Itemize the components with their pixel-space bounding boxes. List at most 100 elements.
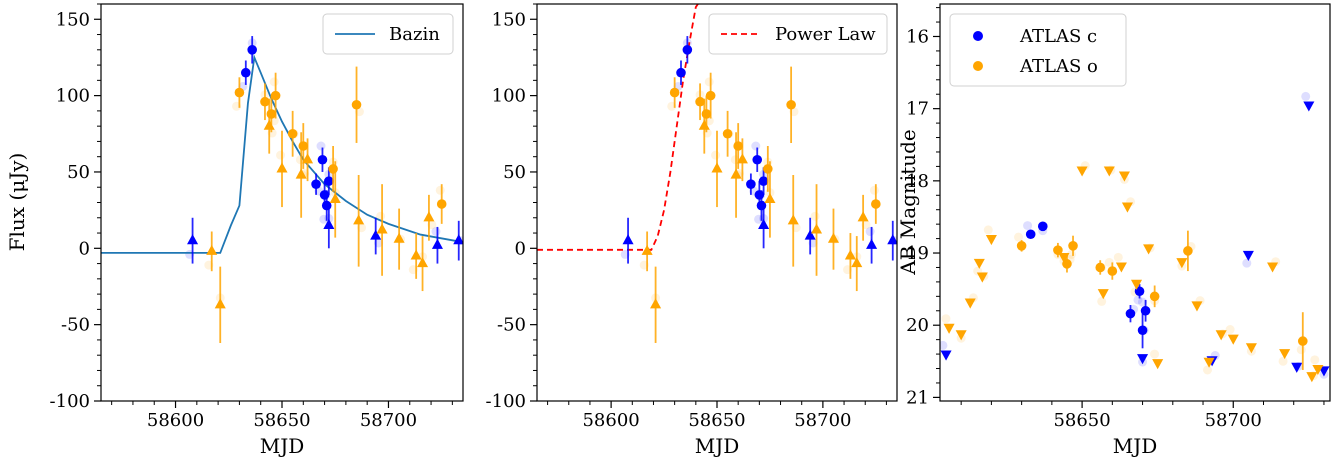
point-atlas-o-upper-limits — [1312, 364, 1324, 376]
point-atlas-c-upper-limits — [622, 234, 634, 245]
point-atlas-c — [1134, 286, 1145, 297]
x-tick-label: 58700 — [794, 410, 851, 431]
point-atlas-o-upper-limits — [1103, 166, 1115, 177]
point-atlas-c — [311, 179, 321, 189]
point-atlas-o — [722, 128, 733, 139]
point-atlas-c-upper-limits — [887, 234, 897, 245]
point-atlas-o — [351, 99, 362, 110]
y-tick-label: 19 — [906, 243, 929, 264]
point-atlas-o-upper-limits — [955, 330, 967, 341]
point-atlas-o-upper-limits — [736, 153, 748, 164]
point-atlas-c-upper-limits — [431, 238, 443, 249]
point-atlas-o-upper-limits — [976, 272, 988, 283]
point-atlas-c — [1140, 305, 1151, 316]
y-tick-label: 50 — [67, 162, 90, 183]
point-atlas-o — [669, 87, 680, 98]
point-atlas-o-upper-limits — [985, 235, 997, 246]
point-atlas-o-upper-limits — [417, 257, 429, 268]
point-atlas-c — [682, 45, 693, 55]
point-atlas-o-upper-limits — [1058, 253, 1070, 264]
legend: Bazin — [322, 13, 454, 55]
legend-marker — [973, 31, 983, 41]
point-atlas-o-upper-limits — [650, 298, 662, 309]
legend-marker — [973, 61, 983, 71]
faint-point — [1150, 349, 1160, 359]
point-atlas-o — [1068, 241, 1078, 251]
point-atlas-o — [763, 164, 773, 174]
y-tick-label: 100 — [492, 86, 526, 107]
faint-point — [269, 77, 279, 87]
point-atlas-c — [1125, 308, 1136, 319]
x-axis-label: MJD — [1113, 434, 1158, 458]
point-atlas-o-upper-limits — [410, 249, 422, 260]
point-atlas-o — [695, 96, 705, 107]
point-atlas-o-upper-limits — [1143, 244, 1155, 255]
faint-point — [1097, 296, 1107, 306]
y-tick-label: 150 — [56, 9, 90, 30]
legend: ATLAS c ATLAS o — [949, 13, 1127, 87]
point-atlas-o-upper-limits — [1191, 301, 1203, 312]
model-curve-power-law — [537, 4, 699, 251]
faint-point — [1242, 258, 1252, 268]
point-atlas-o-upper-limits — [698, 119, 710, 130]
faint-point — [869, 185, 879, 195]
faint-point — [810, 211, 820, 221]
point-atlas-c-upper-limits — [1137, 354, 1149, 365]
legend-label: Power Law — [775, 24, 876, 45]
point-atlas-o — [234, 87, 245, 98]
faint-point — [316, 141, 326, 151]
legend-frame — [322, 13, 454, 55]
point-atlas-o-upper-limits — [787, 214, 799, 225]
point-atlas-o — [1183, 246, 1193, 256]
y-tick-label: 150 — [492, 9, 526, 30]
faint-point — [711, 150, 721, 160]
faint-point — [276, 150, 286, 160]
point-atlas-o-upper-limits — [1118, 171, 1130, 182]
faint-point — [1310, 355, 1320, 365]
point-atlas-o-upper-limits — [964, 298, 976, 309]
faint-point — [1014, 232, 1024, 242]
x-tick-label: 58600 — [582, 410, 639, 431]
point-atlas-o — [270, 90, 281, 101]
faint-point — [1278, 356, 1288, 366]
point-atlas-o — [1016, 241, 1027, 251]
point-atlas-c-upper-limits — [187, 234, 199, 245]
point-atlas-o-upper-limits — [1176, 258, 1188, 269]
faint-point — [940, 340, 948, 350]
point-atlas-c-upper-limits — [1291, 362, 1303, 373]
point-atlas-c-upper-limits — [866, 238, 878, 249]
x-tick-label: 58650 — [688, 410, 745, 431]
point-atlas-o-upper-limits — [295, 168, 307, 179]
point-atlas-o-upper-limits — [1267, 262, 1279, 273]
panel-flux-bazin: 58600 58650 58700 -100 -50 0 50 100 150 MJD Flux (… — [5, 3, 464, 458]
point-atlas-o-upper-limits — [393, 232, 405, 243]
legend-label: Bazin — [389, 24, 440, 45]
point-atlas-c — [1025, 229, 1036, 240]
faint-point — [1225, 325, 1235, 335]
point-atlas-c-upper-limits — [1303, 101, 1315, 112]
point-atlas-o-upper-limits — [857, 211, 869, 222]
x-axis-label: MJD — [695, 434, 740, 458]
x-tick-label: 58700 — [1205, 410, 1262, 431]
point-atlas-c-upper-limits — [758, 218, 770, 229]
point-atlas-c — [324, 176, 334, 186]
y-tick-label: 18 — [906, 171, 929, 192]
y-tick-label: 21 — [906, 387, 929, 408]
point-atlas-o-upper-limits — [764, 192, 776, 204]
point-atlas-c — [746, 179, 756, 189]
faint-point — [435, 185, 445, 195]
y-tick-label: 16 — [906, 26, 929, 47]
y-tick-label: -100 — [50, 391, 90, 412]
y-tick-label: 0 — [515, 238, 526, 259]
point-atlas-o — [1095, 262, 1106, 273]
point-atlas-o — [1297, 336, 1308, 346]
faint-point — [983, 225, 993, 235]
x-tick-label: 58600 — [147, 410, 204, 431]
point-atlas-c — [676, 67, 686, 78]
faint-point — [704, 77, 714, 87]
point-atlas-o — [287, 128, 298, 139]
point-atlas-c — [321, 200, 332, 211]
point-atlas-o — [1053, 245, 1063, 255]
point-atlas-c — [247, 45, 257, 55]
